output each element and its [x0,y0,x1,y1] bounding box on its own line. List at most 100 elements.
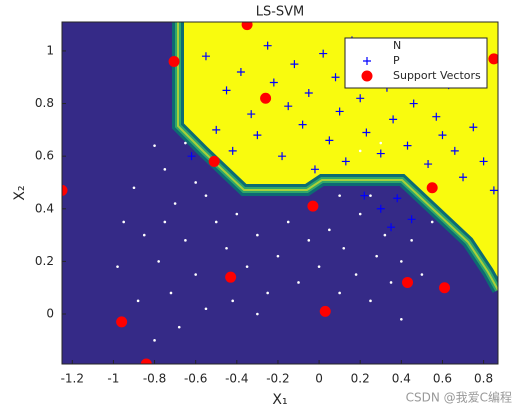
dot-marker [136,299,140,303]
dot-marker [297,281,300,284]
support-vector [426,182,438,194]
plus-marker [325,136,334,145]
x-tick-label: 0.6 [433,372,452,386]
watermark: CSDN @我爱C编程 [406,390,512,405]
dot-marker [383,233,387,237]
plus-marker [187,152,196,161]
plus-marker [201,52,210,61]
dot-marker [153,144,156,147]
x-tick-label: -0.4 [225,372,248,386]
plus-marker [304,89,313,98]
plus-marker [376,204,385,213]
dot-marker [379,141,383,145]
plus-marker [407,215,416,224]
plus-marker [284,102,293,111]
support-vector [208,155,220,167]
plus-marker [409,99,418,108]
plus-marker [459,173,468,182]
dot-marker [157,260,160,263]
dot-marker [400,260,403,263]
dot-marker [389,281,393,284]
plus-marker [489,186,498,195]
plus-marker [363,57,371,65]
plus-marker [319,49,328,58]
plus-marker [331,73,340,82]
dot-marker [317,265,321,268]
y-tick-label: 1 [46,43,54,57]
x-tick-label: -0.2 [266,372,289,386]
x-tick-label: 0 [315,372,323,386]
dot-marker [177,325,181,329]
plus-marker [393,194,402,203]
dot-marker [307,239,311,242]
support-vector [361,70,373,82]
boundary-line [177,22,498,291]
plus-marker [298,120,307,129]
dot-marker [410,239,413,242]
dot-marker [163,168,167,171]
dot-marker [116,265,119,268]
x-tick-label: -1 [107,372,119,386]
plus-marker [450,146,459,155]
dot-marker [256,233,259,237]
support-vector [168,55,180,67]
dot-marker [235,212,239,216]
x-tick-label: -0.8 [143,372,166,386]
plus-marker [403,141,412,150]
dot-marker [354,273,358,276]
dot-marker [204,307,208,311]
plus-marker [228,146,237,155]
plus-marker [222,86,231,95]
dot-marker [245,265,249,268]
support-vector [260,92,272,104]
dot-marker [122,220,125,224]
plus-marker [389,115,398,124]
dot-marker [153,339,156,342]
plus-marker [212,125,221,134]
plus-marker [290,60,299,69]
dot-marker [266,291,269,295]
dot-marker [400,317,403,321]
dot-marker [338,194,341,197]
y-axis-label: X₂ [12,185,28,200]
legend-label: N [393,39,401,52]
support-vector [225,271,237,283]
dot-marker [358,212,362,216]
chart-title: LS-SVM [256,5,305,20]
positive-region [178,22,498,290]
dot-marker [338,291,341,295]
plus-marker [479,157,488,166]
dot-marker [256,312,259,316]
x-tick-label: -1.2 [61,372,84,386]
dot-marker [225,246,228,250]
legend-label: Support Vectors [393,69,481,82]
dot-marker [214,220,218,224]
dot-marker [194,181,197,184]
support-vector [241,22,253,31]
y-tick-label: 0.6 [35,149,54,163]
dot-marker [142,233,146,237]
plus-marker [278,152,287,161]
plus-marker [356,94,365,103]
dot-marker [173,202,177,205]
dot-marker [328,228,331,232]
support-vector [402,276,414,288]
dot-marker [430,220,434,224]
plus-marker [360,191,369,200]
dot-marker [169,291,173,295]
dot-marker [194,273,197,276]
support-vector [319,305,331,317]
axes-box [61,21,499,365]
dot-marker [365,44,369,48]
plus-marker [269,78,278,87]
legend-label: P [393,54,400,67]
support-vector [62,184,68,196]
support-vector [439,282,451,294]
plus-marker [424,160,433,169]
x-tick-label: 0.8 [474,372,493,386]
dot-marker [375,254,378,258]
plus-marker [341,157,350,166]
x-axis-label: X₁ [272,392,287,408]
decision-region [172,22,498,293]
